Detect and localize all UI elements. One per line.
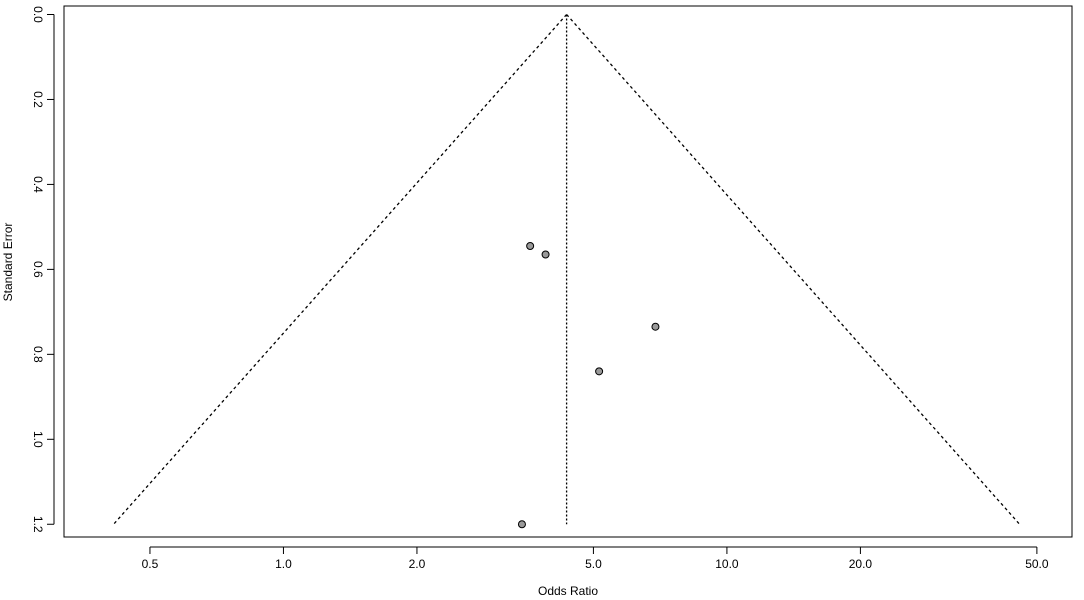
y-tick-label-2: 0.4	[31, 176, 45, 193]
study-point-3	[651, 322, 660, 331]
points-layer	[517, 242, 660, 529]
x-tick-label-2: 2.0	[409, 557, 426, 571]
funnel-left-boundary	[113, 14, 568, 525]
y-axis-label: Standard Error	[1, 223, 15, 302]
x-tick-label-0: 0.5	[142, 557, 159, 571]
y-tick-label-0: 0.0	[31, 6, 45, 23]
funnel-layer	[113, 14, 1021, 525]
study-point-4	[595, 367, 604, 376]
x-tick-label-5: 20.0	[849, 557, 873, 571]
y-tick-label-1: 0.2	[31, 91, 45, 108]
study-point-1	[526, 242, 535, 251]
x-axis: 0.5 1.0 2.0 5.0 10.0 20.0 50.0	[142, 546, 1049, 571]
funnel-right-boundary	[566, 14, 1021, 525]
y-tick-label-6: 1.2	[31, 516, 45, 533]
x-tick-label-4: 10.0	[715, 557, 739, 571]
x-tick-label-1: 1.0	[275, 557, 292, 571]
study-point-2	[541, 250, 550, 259]
x-tick-label-6: 50.0	[1025, 557, 1049, 571]
y-axis: 0.0 0.2 0.4 0.6 0.8 1.0 1.2	[31, 6, 55, 533]
y-tick-label-4: 0.8	[31, 346, 45, 363]
study-point-5	[517, 520, 526, 529]
y-tick-label-3: 0.6	[31, 261, 45, 278]
x-tick-label-3: 5.0	[585, 557, 602, 571]
plot-frame	[63, 5, 1073, 538]
y-tick-label-5: 1.0	[31, 431, 45, 448]
x-axis-label: Odds Ratio	[538, 584, 598, 598]
